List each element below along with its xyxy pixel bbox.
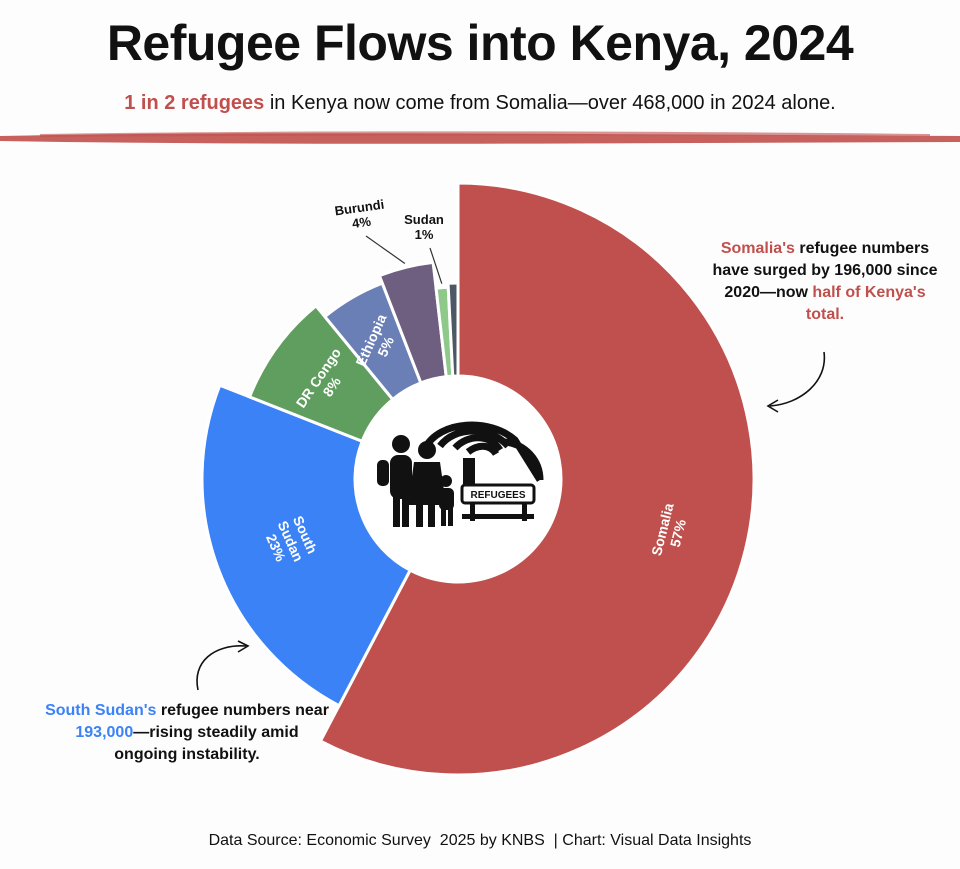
brush-stroke-divider: [0, 131, 960, 144]
chart-subtitle: 1 in 2 refugees in Kenya now come from S…: [0, 92, 960, 115]
label-burundi: Burundi4%: [334, 197, 388, 234]
label-south-sudan: SouthSudan23%: [260, 512, 321, 571]
subtitle-highlight: 1 in 2 refugees: [124, 92, 265, 114]
label-sudan: Sudan 1%: [404, 212, 444, 242]
refugees-sign-text: REFUGEES: [470, 490, 525, 501]
donut-hole: [355, 376, 561, 582]
footer: Data Source: Economic Survey 2025 by KNB…: [0, 832, 960, 850]
footer-credit: | Chart: Visual Data Insights: [544, 832, 752, 849]
somalia-annotation: Somalia's refugee numbers have surged by…: [710, 238, 940, 326]
leader-line-sudan: [429, 247, 443, 284]
south-sudan-annotation-text-2: —rising steadily amid ongoing instabilit…: [114, 724, 299, 763]
slice-somalia: [318, 181, 756, 777]
somalia-annotation-arrow: [769, 351, 826, 407]
south-sudan-arrowhead: [237, 640, 250, 653]
south-sudan-annotation: South Sudan's refugee numbers near 193,0…: [42, 700, 332, 766]
south-sudan-annotation-highlight: South Sudan's: [45, 702, 157, 719]
somalia-annotation-highlight: Somalia's: [720, 240, 795, 257]
subtitle-rest: in Kenya now come from Somalia—over 468,…: [264, 92, 836, 114]
refugees-family-icon: REFUGEES: [377, 421, 544, 527]
chart-title: Refugee Flows into Kenya, 2024: [106, 15, 854, 71]
somalia-annotation-highlight-2: half of Kenya's total.: [805, 284, 926, 323]
leader-line-burundi: [365, 235, 406, 264]
south-sudan-annotation-text: refugee numbers near: [156, 702, 329, 719]
somalia-annotation-text: refugee numbers have surged by 196,000 s…: [712, 240, 938, 301]
footer-source: Data Source: Economic Survey 2025 by KNB…: [208, 832, 545, 849]
south-sudan-annotation-arrow: [196, 645, 247, 691]
somalia-arrowhead: [766, 399, 779, 413]
south-sudan-annotation-number: 193,000: [75, 724, 134, 741]
